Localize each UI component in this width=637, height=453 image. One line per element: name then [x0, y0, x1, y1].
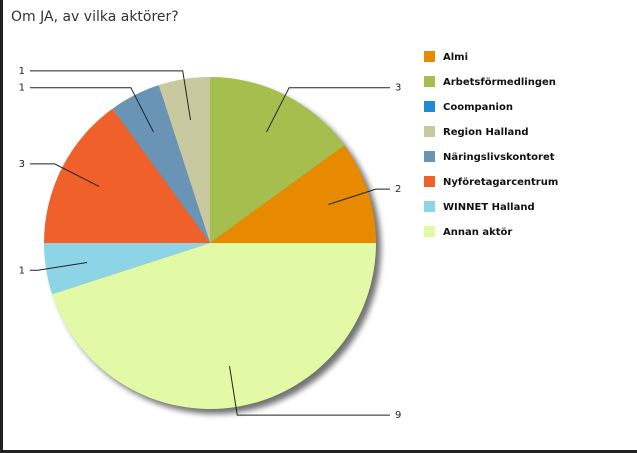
pie-slice — [158, 77, 210, 243]
legend-label: Näringslivskontoret — [443, 152, 555, 163]
data-label: 3 — [395, 83, 401, 94]
legend-label: Almi — [443, 52, 468, 63]
leader-line — [30, 261, 88, 271]
data-label: 3 — [19, 159, 25, 170]
legend-swatch — [424, 126, 435, 137]
pie-slice — [52, 243, 376, 409]
legend-swatch — [424, 226, 435, 237]
legend-label: Arbetsförmedlingen — [443, 77, 556, 88]
legend-swatch — [424, 151, 435, 162]
legend-swatch — [424, 101, 435, 112]
border-left — [0, 0, 3, 453]
pie-slice — [210, 145, 376, 243]
pie-slice — [210, 77, 345, 243]
data-label: 2 — [395, 184, 401, 195]
data-label: 1 — [19, 265, 25, 276]
legend-label: Region Halland — [443, 127, 529, 138]
legend-swatch — [424, 76, 435, 87]
legend-label: Coompanion — [443, 102, 513, 113]
legend-swatch — [424, 176, 435, 187]
leader-line — [328, 188, 390, 206]
leader-line — [30, 163, 100, 187]
chart-title: Om JA, av vilka aktörer? — [11, 9, 179, 25]
legend-swatch — [424, 51, 435, 62]
legend-label: WINNET Halland — [443, 202, 535, 213]
leader-line — [30, 87, 154, 133]
legend-swatch — [424, 201, 435, 212]
leader-line — [30, 70, 192, 121]
legend-label: Annan aktör — [443, 227, 512, 238]
pie-slice — [112, 85, 210, 243]
pie-slice — [44, 243, 210, 295]
data-label: 1 — [19, 83, 25, 94]
leader-line — [266, 87, 390, 133]
legend-label: Nyföretagarcentrum — [443, 177, 558, 188]
data-label: 1 — [19, 66, 25, 77]
border-bottom — [0, 450, 637, 453]
leader-line — [228, 365, 390, 416]
data-label: 9 — [395, 410, 401, 421]
pie-slice — [43, 108, 210, 243]
